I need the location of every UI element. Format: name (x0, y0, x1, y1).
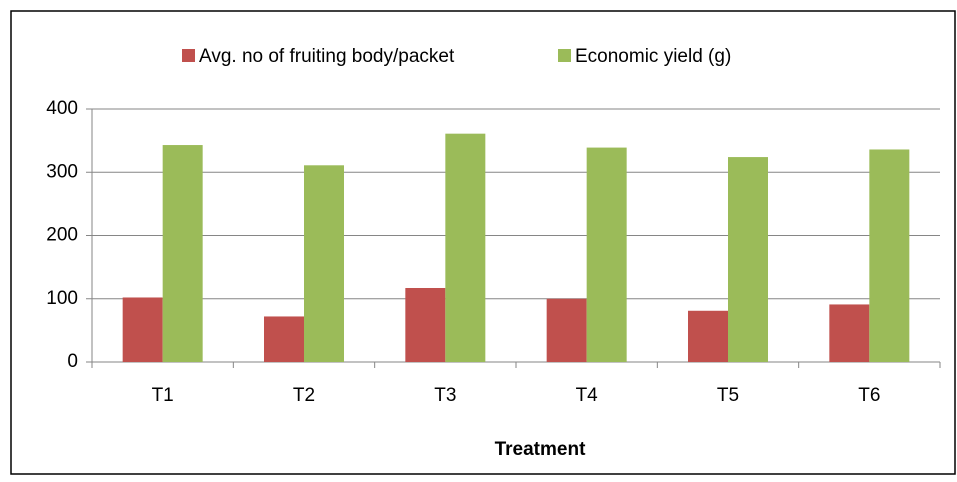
y-tick-label: 0 (67, 351, 78, 372)
x-tick-label: T4 (576, 385, 599, 406)
bar (546, 298, 587, 362)
y-tick-label: 200 (46, 225, 78, 246)
legend-label: Economic yield (g) (575, 46, 731, 67)
bar (688, 310, 728, 362)
x-tick-label: T2 (293, 385, 315, 406)
bar (829, 304, 870, 362)
bar (869, 149, 910, 362)
bar (445, 133, 486, 362)
legend-swatch (182, 49, 195, 62)
y-tick-label: 300 (46, 161, 78, 182)
bar (304, 165, 344, 362)
x-tick-label: T5 (717, 385, 739, 406)
bar (162, 145, 203, 362)
x-tick-label: T6 (858, 385, 880, 406)
legend-label: Avg. no of fruiting body/packet (199, 46, 455, 67)
bar (122, 297, 163, 362)
x-axis-label: Treatment (495, 439, 586, 460)
bar (728, 157, 768, 362)
bar (405, 287, 446, 362)
bar (586, 147, 627, 362)
y-tick-label: 400 (46, 98, 78, 119)
y-tick-label: 100 (46, 288, 78, 309)
legend-swatch (558, 49, 571, 62)
x-tick-label: T1 (152, 385, 174, 406)
bar (264, 316, 304, 362)
x-tick-label: T3 (434, 385, 456, 406)
